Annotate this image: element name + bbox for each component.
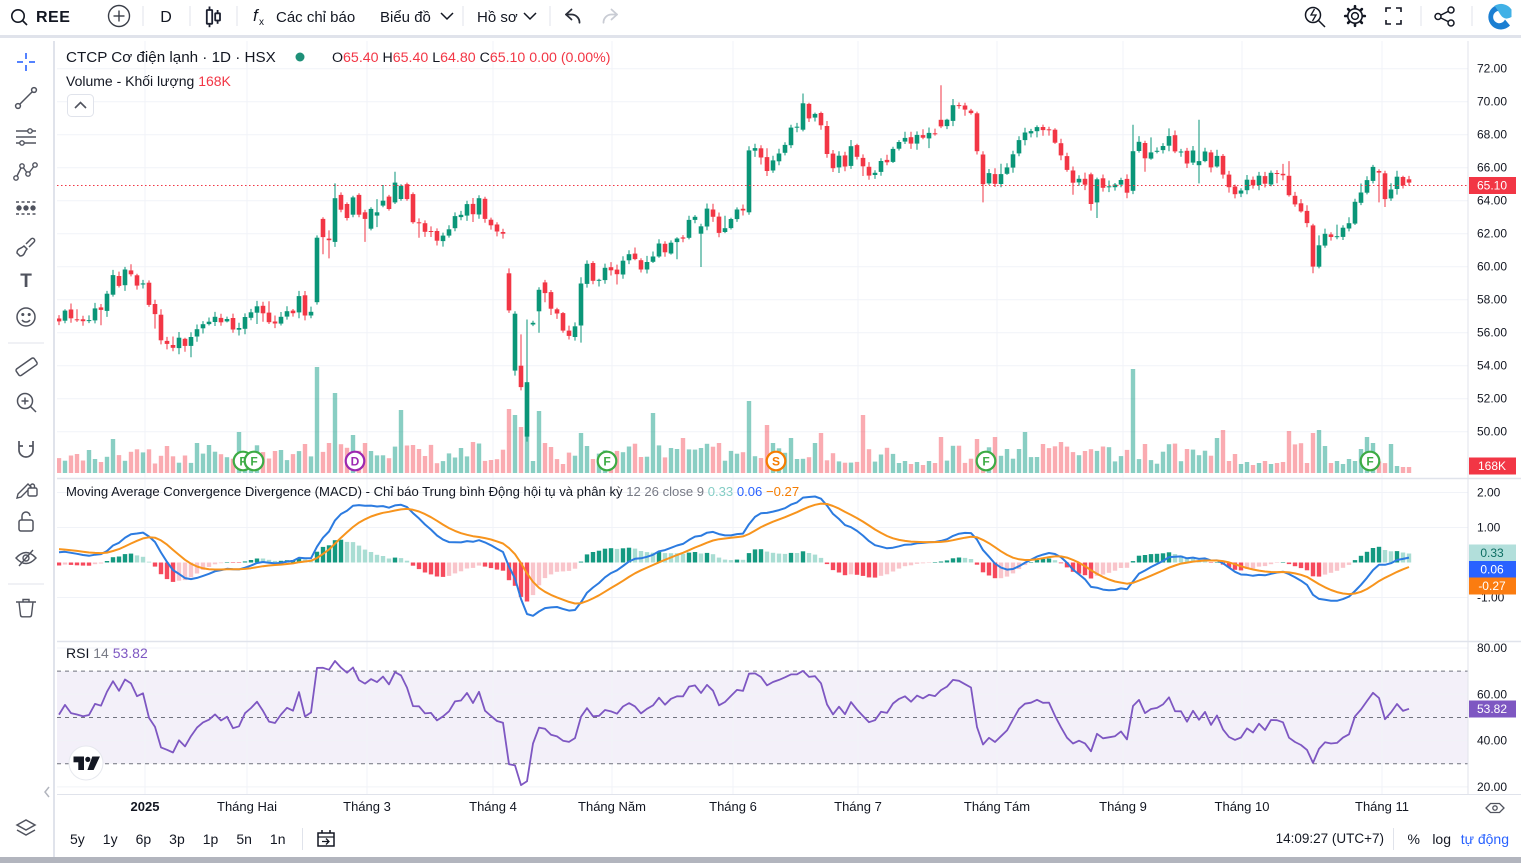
svg-text:Moving Average Convergence Div: Moving Average Convergence Divergence (M… <box>66 484 799 499</box>
svg-text:f: f <box>253 6 260 25</box>
svg-text:D: D <box>351 455 360 469</box>
svg-text:0.06: 0.06 <box>1480 563 1504 577</box>
svg-text:72.00: 72.00 <box>1477 62 1507 76</box>
svg-text:Tháng 11: Tháng 11 <box>1355 799 1409 814</box>
svg-text:RSI 14 53.82: RSI 14 53.82 <box>66 645 148 661</box>
svg-text:F: F <box>239 455 246 469</box>
svg-text:65.10: 65.10 <box>1477 179 1507 193</box>
svg-text:58.00: 58.00 <box>1477 293 1507 307</box>
svg-text:F: F <box>250 455 257 469</box>
svg-text:Hồ sơ: Hồ sơ <box>477 9 518 26</box>
svg-text:Tháng Năm: Tháng Năm <box>578 799 646 814</box>
svg-text:54.00: 54.00 <box>1477 359 1507 373</box>
svg-text:40.00: 40.00 <box>1477 734 1507 748</box>
svg-text:68.00: 68.00 <box>1477 128 1507 142</box>
svg-text:2025: 2025 <box>131 799 160 814</box>
svg-text:F: F <box>603 455 610 469</box>
svg-text:Tháng Tám: Tháng Tám <box>964 799 1030 814</box>
svg-text:Tháng 6: Tháng 6 <box>709 799 757 814</box>
svg-text:D: D <box>160 9 172 26</box>
svg-text:S: S <box>772 455 780 469</box>
svg-text:Tháng 4: Tháng 4 <box>469 799 517 814</box>
svg-text:70.00: 70.00 <box>1477 95 1507 109</box>
svg-text:-0.27: -0.27 <box>1478 579 1506 593</box>
svg-text:O65.40 H65.40 L64.80 C65.10: O65.40 H65.40 L64.80 C65.10 0.00 (0.00%) <box>332 50 611 66</box>
svg-text:Tháng Hai: Tháng Hai <box>217 799 277 814</box>
svg-text:60.00: 60.00 <box>1477 260 1507 274</box>
svg-text:Tháng 3: Tháng 3 <box>343 799 391 814</box>
svg-text:Các chỉ báo: Các chỉ báo <box>276 9 355 26</box>
svg-text:53.82: 53.82 <box>1477 702 1507 716</box>
svg-text:56.00: 56.00 <box>1477 326 1507 340</box>
svg-text:Volume - Khối lượng 168K: Volume - Khối lượng 168K <box>66 73 232 89</box>
svg-text:20.00: 20.00 <box>1477 780 1507 794</box>
svg-text:Tháng 10: Tháng 10 <box>1215 799 1270 814</box>
svg-text:64.00: 64.00 <box>1477 194 1507 208</box>
svg-text:REE: REE <box>36 9 70 26</box>
svg-text:F: F <box>1366 455 1373 469</box>
svg-text:Tháng 9: Tháng 9 <box>1099 799 1147 814</box>
svg-text:x: x <box>259 17 264 28</box>
svg-text:Tháng 7: Tháng 7 <box>834 799 882 814</box>
svg-text:Biểu đồ: Biểu đồ <box>380 9 431 26</box>
svg-text:50.00: 50.00 <box>1477 425 1507 439</box>
svg-text:62.00: 62.00 <box>1477 227 1507 241</box>
svg-text:T: T <box>20 271 32 292</box>
svg-text:F: F <box>982 455 989 469</box>
svg-text:80.00: 80.00 <box>1477 641 1507 655</box>
svg-text:1.00: 1.00 <box>1477 521 1501 535</box>
svg-text:168K: 168K <box>1478 459 1506 473</box>
svg-text:CTCP Cơ điện lạnh · 1D · HSX: CTCP Cơ điện lạnh · 1D · HSX <box>66 49 276 66</box>
svg-text:60.00: 60.00 <box>1477 687 1507 701</box>
svg-text:0.33: 0.33 <box>1480 546 1504 560</box>
svg-text:52.00: 52.00 <box>1477 392 1507 406</box>
svg-text:66.00: 66.00 <box>1477 161 1507 175</box>
svg-text:2.00: 2.00 <box>1477 486 1501 500</box>
